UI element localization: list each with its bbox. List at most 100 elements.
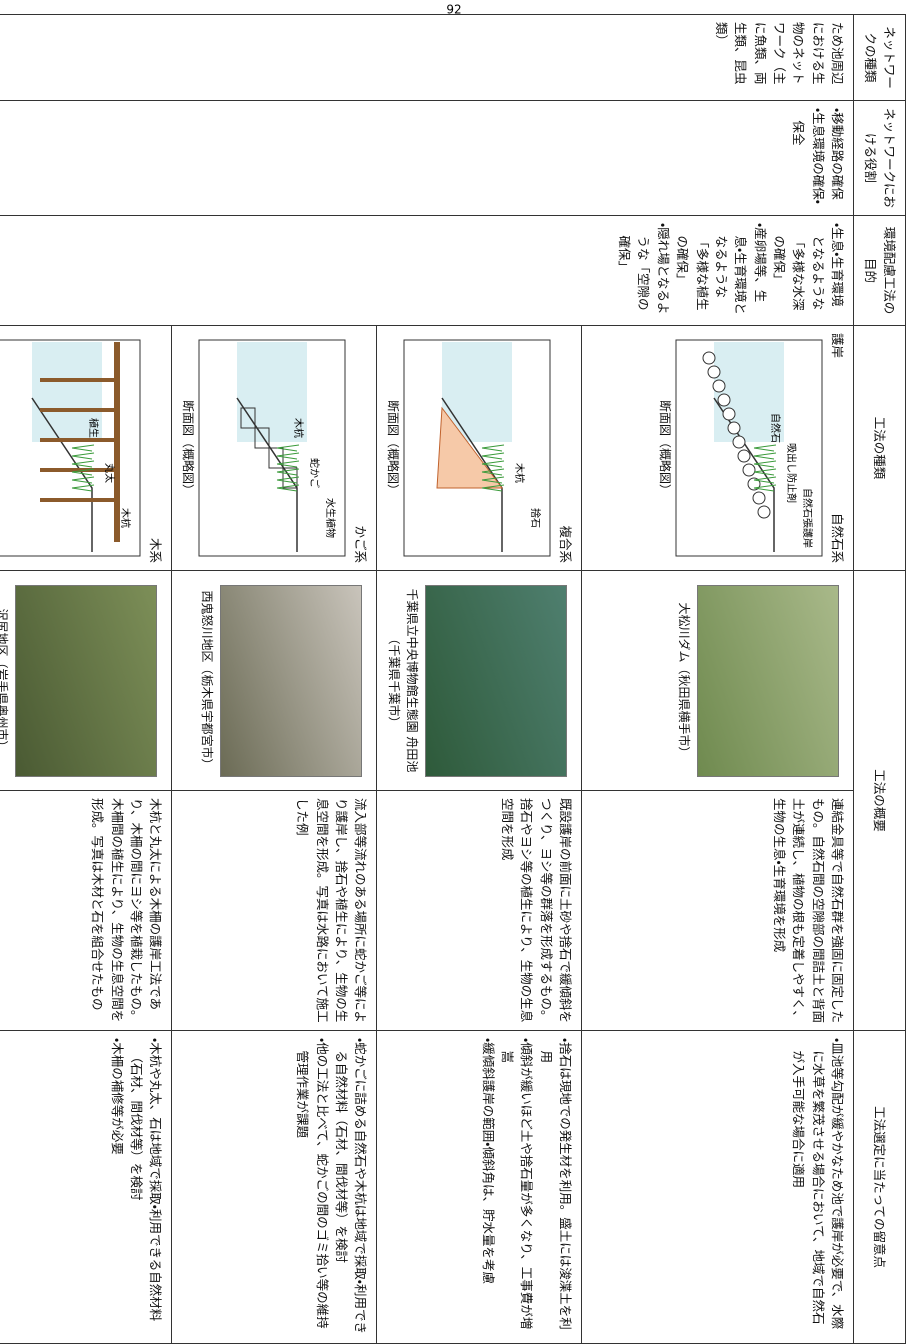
plant (481, 476, 504, 484)
diagram-label: 蛇かご (308, 458, 321, 488)
diagram-label: 吸出し防止剤 (785, 443, 798, 503)
stone (717, 393, 731, 407)
bullet-item: 蛇かごに詰める自然石や木杭は地域で採取・利用できる自然材料（石材、間伐材等）を検… (332, 1038, 371, 1336)
plant (71, 476, 95, 484)
bullet-item: 木柵の補修等が必要 (107, 1038, 126, 1336)
network-type-cell: ため池周辺における生物のネットワーク（主に魚類、両生類、昆虫類） (0, 14, 854, 101)
pile (39, 438, 120, 442)
stone (707, 365, 721, 379)
method-row: ため池周辺における生物のネットワーク（主に魚類、両生類、昆虫類） 移動経路の確保生… (0, 14, 854, 1344)
bullet-item: 生息・生育環境となるような「多様な水深の確保」 (770, 223, 848, 318)
plant (481, 460, 504, 468)
diagram-label: 自然石張護岸 (801, 488, 814, 548)
method-cell: 木系木杭丸太植生断面図（概略図） (0, 325, 172, 571)
water (31, 342, 102, 442)
stone (752, 491, 766, 505)
photo-cell: 千葉県立中央博物館生態園 舟田池（千葉県千葉市） (376, 570, 582, 791)
method-head: 護岸 自然石系 (828, 333, 847, 563)
plant (276, 484, 299, 492)
method-name: 複合系 (558, 525, 574, 563)
header-cell: 工法選定に当たっての留意点 (853, 1030, 906, 1344)
stone (727, 421, 741, 435)
photo-caption: 千葉県立中央博物館生態園 舟田池（千葉県千葉市） (386, 588, 420, 773)
header-cell: ネットワークにおける役割 (853, 100, 906, 216)
stone (712, 379, 726, 393)
photo-cell: 沢尻地区（岩手県奥州市） (0, 570, 172, 791)
bullet-item: 緩傾斜護岸の範囲・傾斜角は、貯水量を考慮 (478, 1038, 497, 1336)
photo-cell: 大松川ダム（秋田県横手市） (581, 570, 854, 791)
plant (753, 444, 776, 452)
plant (71, 452, 95, 460)
plant (753, 468, 776, 476)
photo (220, 584, 363, 777)
notes-cell: 蛇かごに詰める自然石や木杭は地域で採取・利用できる自然材料（石材、間伐材等）を検… (171, 1030, 377, 1344)
diagram-caption: 断面図（概略図） (385, 399, 400, 496)
plant (753, 484, 776, 492)
summary-cell: 既設護岸の前面に土砂や捨石で緩傾斜をつくり、ヨシ等の群落を形成するもの。捨石やヨ… (376, 790, 582, 1031)
plant (276, 476, 299, 484)
section-diagram: 捨石 木杭 (403, 339, 551, 557)
method-head: 木系 (146, 333, 165, 563)
bullet-item: 産卵場等、生息・生育環境となるような「多様な植生の確保」 (673, 223, 770, 318)
bullet-item: 捨石は現地での発生材を利用。盛土には浚渫土を利用 (537, 1038, 576, 1336)
summary-cell: 木杭と丸太による木柵の護岸工法であり、木柵の間にヨシ等を植栽したもの。木柵間の植… (0, 790, 172, 1031)
plant (71, 468, 95, 476)
stone (737, 449, 751, 463)
rubble (436, 406, 503, 489)
notes-cell: 木杭や丸太、石は地域で採取・利用できる自然材料（石材、間伐材等）を検討木柵の補修… (0, 1030, 172, 1344)
plant (481, 444, 504, 452)
plant (276, 460, 299, 468)
plant (753, 452, 776, 460)
stone (722, 407, 736, 421)
plant (276, 468, 299, 476)
stone (732, 435, 746, 449)
header-cell: 工法の種類 (853, 325, 906, 571)
pile (39, 498, 120, 502)
water (441, 342, 512, 442)
bullet-item: 生息環境の確保・保全 (789, 108, 828, 208)
pile (39, 408, 120, 412)
plant (71, 460, 95, 468)
diagram-label: 木杭 (513, 463, 526, 483)
stone (702, 351, 716, 365)
header-cell: ネットワークの種類 (853, 14, 906, 101)
header-row: ネットワークの種類 ネットワークにおける役割 環境配慮工法の目的 工法の種類 工… (853, 14, 906, 1344)
plant (481, 452, 504, 460)
plant (276, 452, 299, 460)
bullet-list: 皿池等勾配が緩やかなため池で護岸が必要で、水際に水草を繁茂させる場合において、地… (789, 1038, 847, 1336)
plant (481, 468, 504, 476)
method-name: かご系 (353, 525, 369, 563)
notes-cell: 皿池等勾配が緩やかなため池で護岸が必要で、水際に水草を繁茂させる場合において、地… (581, 1030, 854, 1344)
bullet-list: 木杭や丸太、石は地域で採取・利用できる自然材料（石材、間伐材等）を検討木柵の補修… (107, 1038, 165, 1336)
summary-cell: 連結金具等で自然石群を強固に固定したもの。自然石間の空隙部の間詰土と背面土が連続… (581, 790, 854, 1031)
gabion (268, 447, 284, 469)
diagram-label: 水生植物 (324, 498, 337, 538)
method-row: かご系 水生植物 蛇かご 木杭 断面図（概略図） 西鬼怒川地区（栃木県宇都宮市） 流入部等流… (171, 15, 377, 1344)
bullet-list: 蛇かごに詰める自然石や木杭は地域で採取・利用できる自然材料（石材、間伐材等）を検… (293, 1038, 371, 1336)
diagram-label: 丸太 (103, 463, 116, 483)
method-cell: かご系 水生植物 蛇かご 木杭 断面図（概略図） (171, 325, 377, 571)
summary-cell: 流入部等流れのある場所に蛇かご等により護岸し、捨石や植生により、生物の生息空間を… (171, 790, 377, 1031)
method-head: 複合系 (556, 333, 575, 563)
gabion (240, 407, 256, 429)
photo (697, 584, 840, 777)
plant (753, 476, 776, 484)
method-name: 自然石系 (830, 512, 846, 563)
revetment-label: 護岸 (830, 333, 846, 359)
method-row: 複合系 捨石 木杭 断面図（概略図） 千葉県立中央博物館生態園 舟田池（千葉県千葉市） 既… (376, 15, 582, 1344)
photo (425, 584, 568, 777)
plant (276, 444, 299, 452)
bullet-item: 移動経路の確保 (828, 108, 847, 208)
pile (39, 468, 120, 472)
photo-caption: 沢尻地区（岩手県奥州市） (0, 608, 10, 753)
method-name: 木系 (148, 537, 164, 563)
header-cell: 工法の概要 (853, 570, 906, 1031)
diagram-label: 木杭 (292, 418, 305, 438)
diagram-label: 捨石 (529, 508, 542, 528)
bullet-list: 移動経路の確保生息環境の確保・保全 (789, 108, 847, 208)
pile (39, 378, 120, 382)
section-diagram: 木杭 丸太 植生 (0, 339, 141, 557)
table-body: ため池周辺における生物のネットワーク（主に魚類、両生類、昆虫類） 移動経路の確保生… (0, 14, 854, 1344)
